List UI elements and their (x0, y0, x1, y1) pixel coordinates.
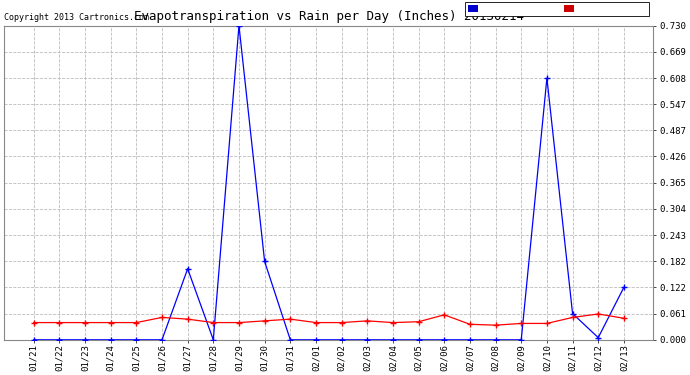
Text: Copyright 2013 Cartronics.com: Copyright 2013 Cartronics.com (4, 13, 149, 22)
Legend: Rain  (Inches), ET  (Inches): Rain (Inches), ET (Inches) (465, 2, 649, 16)
Title: Evapotranspiration vs Rain per Day (Inches) 20130214: Evapotranspiration vs Rain per Day (Inch… (134, 10, 524, 23)
